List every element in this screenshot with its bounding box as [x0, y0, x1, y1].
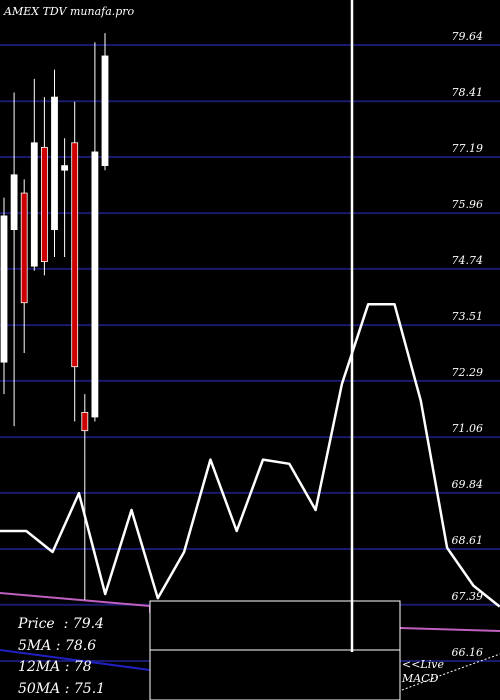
indicator-legend: <<Live MACD	[402, 658, 444, 686]
legend-macd: MACD	[402, 672, 439, 685]
price-tick-label: 78.41	[452, 86, 484, 99]
candle-body	[51, 96, 58, 231]
info-12ma: 12MA : 78	[18, 659, 92, 675]
price-tick-label: 72.29	[452, 366, 484, 379]
price-tick-label: 69.84	[452, 478, 484, 491]
price-tick-label: 79.64	[452, 30, 484, 43]
chart-title: AMEX TDV munafa.pro	[3, 5, 135, 18]
price-tick-label: 74.74	[452, 254, 484, 267]
candles	[0, 33, 109, 600]
price-tick-labels: 79.64 78.41 77.19 75.96 74.74 73.51 72.29 71.06…	[452, 30, 484, 659]
candle-body	[91, 151, 99, 418]
price-tick-label: 66.16	[452, 646, 484, 659]
price-tick-label: 67.39	[452, 590, 484, 603]
candle-body	[10, 174, 18, 231]
candle-body	[20, 192, 28, 304]
macd-signal-line	[401, 653, 500, 691]
price-tick-label: 77.19	[452, 142, 484, 155]
indicator-line	[0, 302, 500, 608]
info-5ma: 5MA : 78.6	[18, 637, 97, 654]
candle-body	[81, 412, 89, 432]
candle-body	[71, 142, 79, 368]
candle-body	[30, 142, 38, 267]
candle-body	[41, 146, 48, 263]
legend-live: <<Live	[402, 658, 444, 671]
price-tick-label: 73.51	[452, 310, 484, 323]
price-info-panel: Price : 79.4 5MA : 78.6 12MA : 78 50MA :…	[18, 614, 105, 700]
price-tick-label: 71.06	[452, 422, 484, 435]
info-price: Price : 79.4	[18, 616, 104, 632]
price-tick-label: 68.61	[452, 534, 484, 547]
info-50ma: 50MA : 75.1	[18, 680, 106, 697]
candle-body	[61, 165, 68, 171]
price-tick-label: 75.96	[452, 198, 484, 211]
candle-body	[101, 55, 109, 167]
candle-body	[0, 215, 8, 363]
